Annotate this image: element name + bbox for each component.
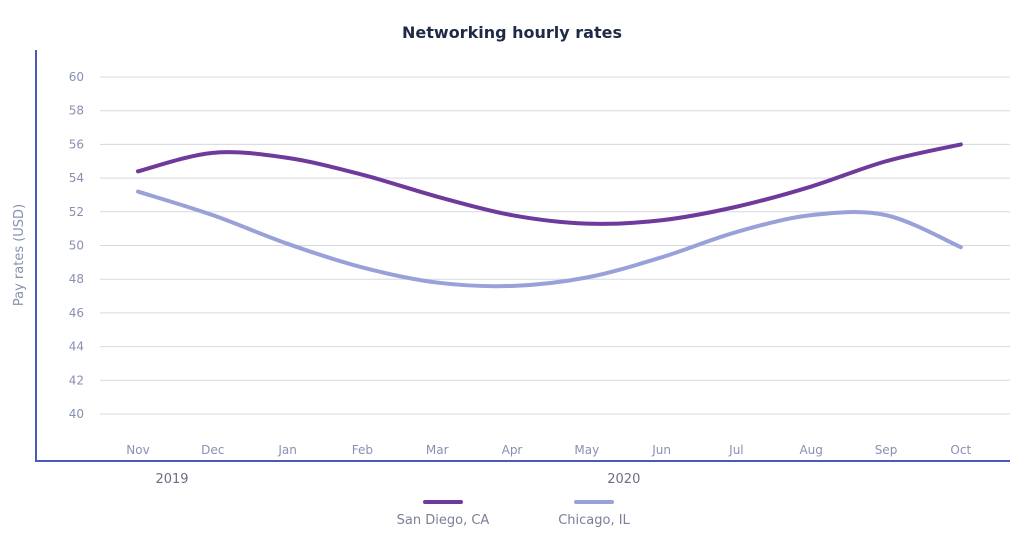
- y-tick-label: 50: [69, 239, 84, 253]
- series-line-1: [136, 189, 963, 289]
- year-label: 2020: [607, 472, 640, 487]
- y-tick-label: 56: [69, 137, 84, 151]
- x-tick-label: Oct: [950, 443, 971, 457]
- x-tick-label: Nov: [126, 443, 149, 457]
- y-tick-label: 42: [69, 373, 84, 387]
- x-tick-label: Feb: [352, 443, 373, 457]
- y-tick-label: 48: [69, 272, 84, 286]
- y-tick-label: 44: [69, 340, 84, 354]
- year-label: 2019: [155, 472, 188, 487]
- x-tick-labels: Nov Dec Jan Feb Mar Apr May Jun Jul Aug Sep Oct: [126, 443, 971, 457]
- year-labels: 2019 2020: [155, 472, 640, 487]
- legend: San Diego, CA Chicago, IL: [397, 500, 631, 528]
- x-tick-label: Dec: [201, 443, 224, 457]
- x-tick-label: Jun: [651, 443, 671, 457]
- x-tick-label: Apr: [502, 443, 523, 457]
- series-line-0: [136, 142, 963, 226]
- x-tick-label: Jul: [728, 443, 743, 457]
- x-tick-label: May: [574, 443, 599, 457]
- y-tick-labels: 40 42 44 46 48 50 52 54 56 58 60: [69, 70, 84, 421]
- x-tick-label: Aug: [799, 443, 822, 457]
- y-axis-label: Pay rates (USD): [12, 204, 27, 306]
- legend-label: San Diego, CA: [397, 513, 490, 528]
- x-tick-label: Sep: [875, 443, 898, 457]
- y-tick-label: 40: [69, 407, 84, 421]
- chart-title: Networking hourly rates: [402, 23, 622, 42]
- y-tick-label: 60: [69, 70, 84, 84]
- series-lines: [136, 142, 963, 289]
- y-tick-label: 58: [69, 104, 84, 118]
- x-tick-label: Mar: [426, 443, 449, 457]
- y-tick-label: 52: [69, 205, 84, 219]
- y-tick-label: 54: [69, 171, 84, 185]
- x-tick-label: Jan: [277, 443, 297, 457]
- gridlines: [100, 76, 1010, 415]
- y-tick-label: 46: [69, 306, 84, 320]
- legend-label: Chicago, IL: [558, 513, 630, 528]
